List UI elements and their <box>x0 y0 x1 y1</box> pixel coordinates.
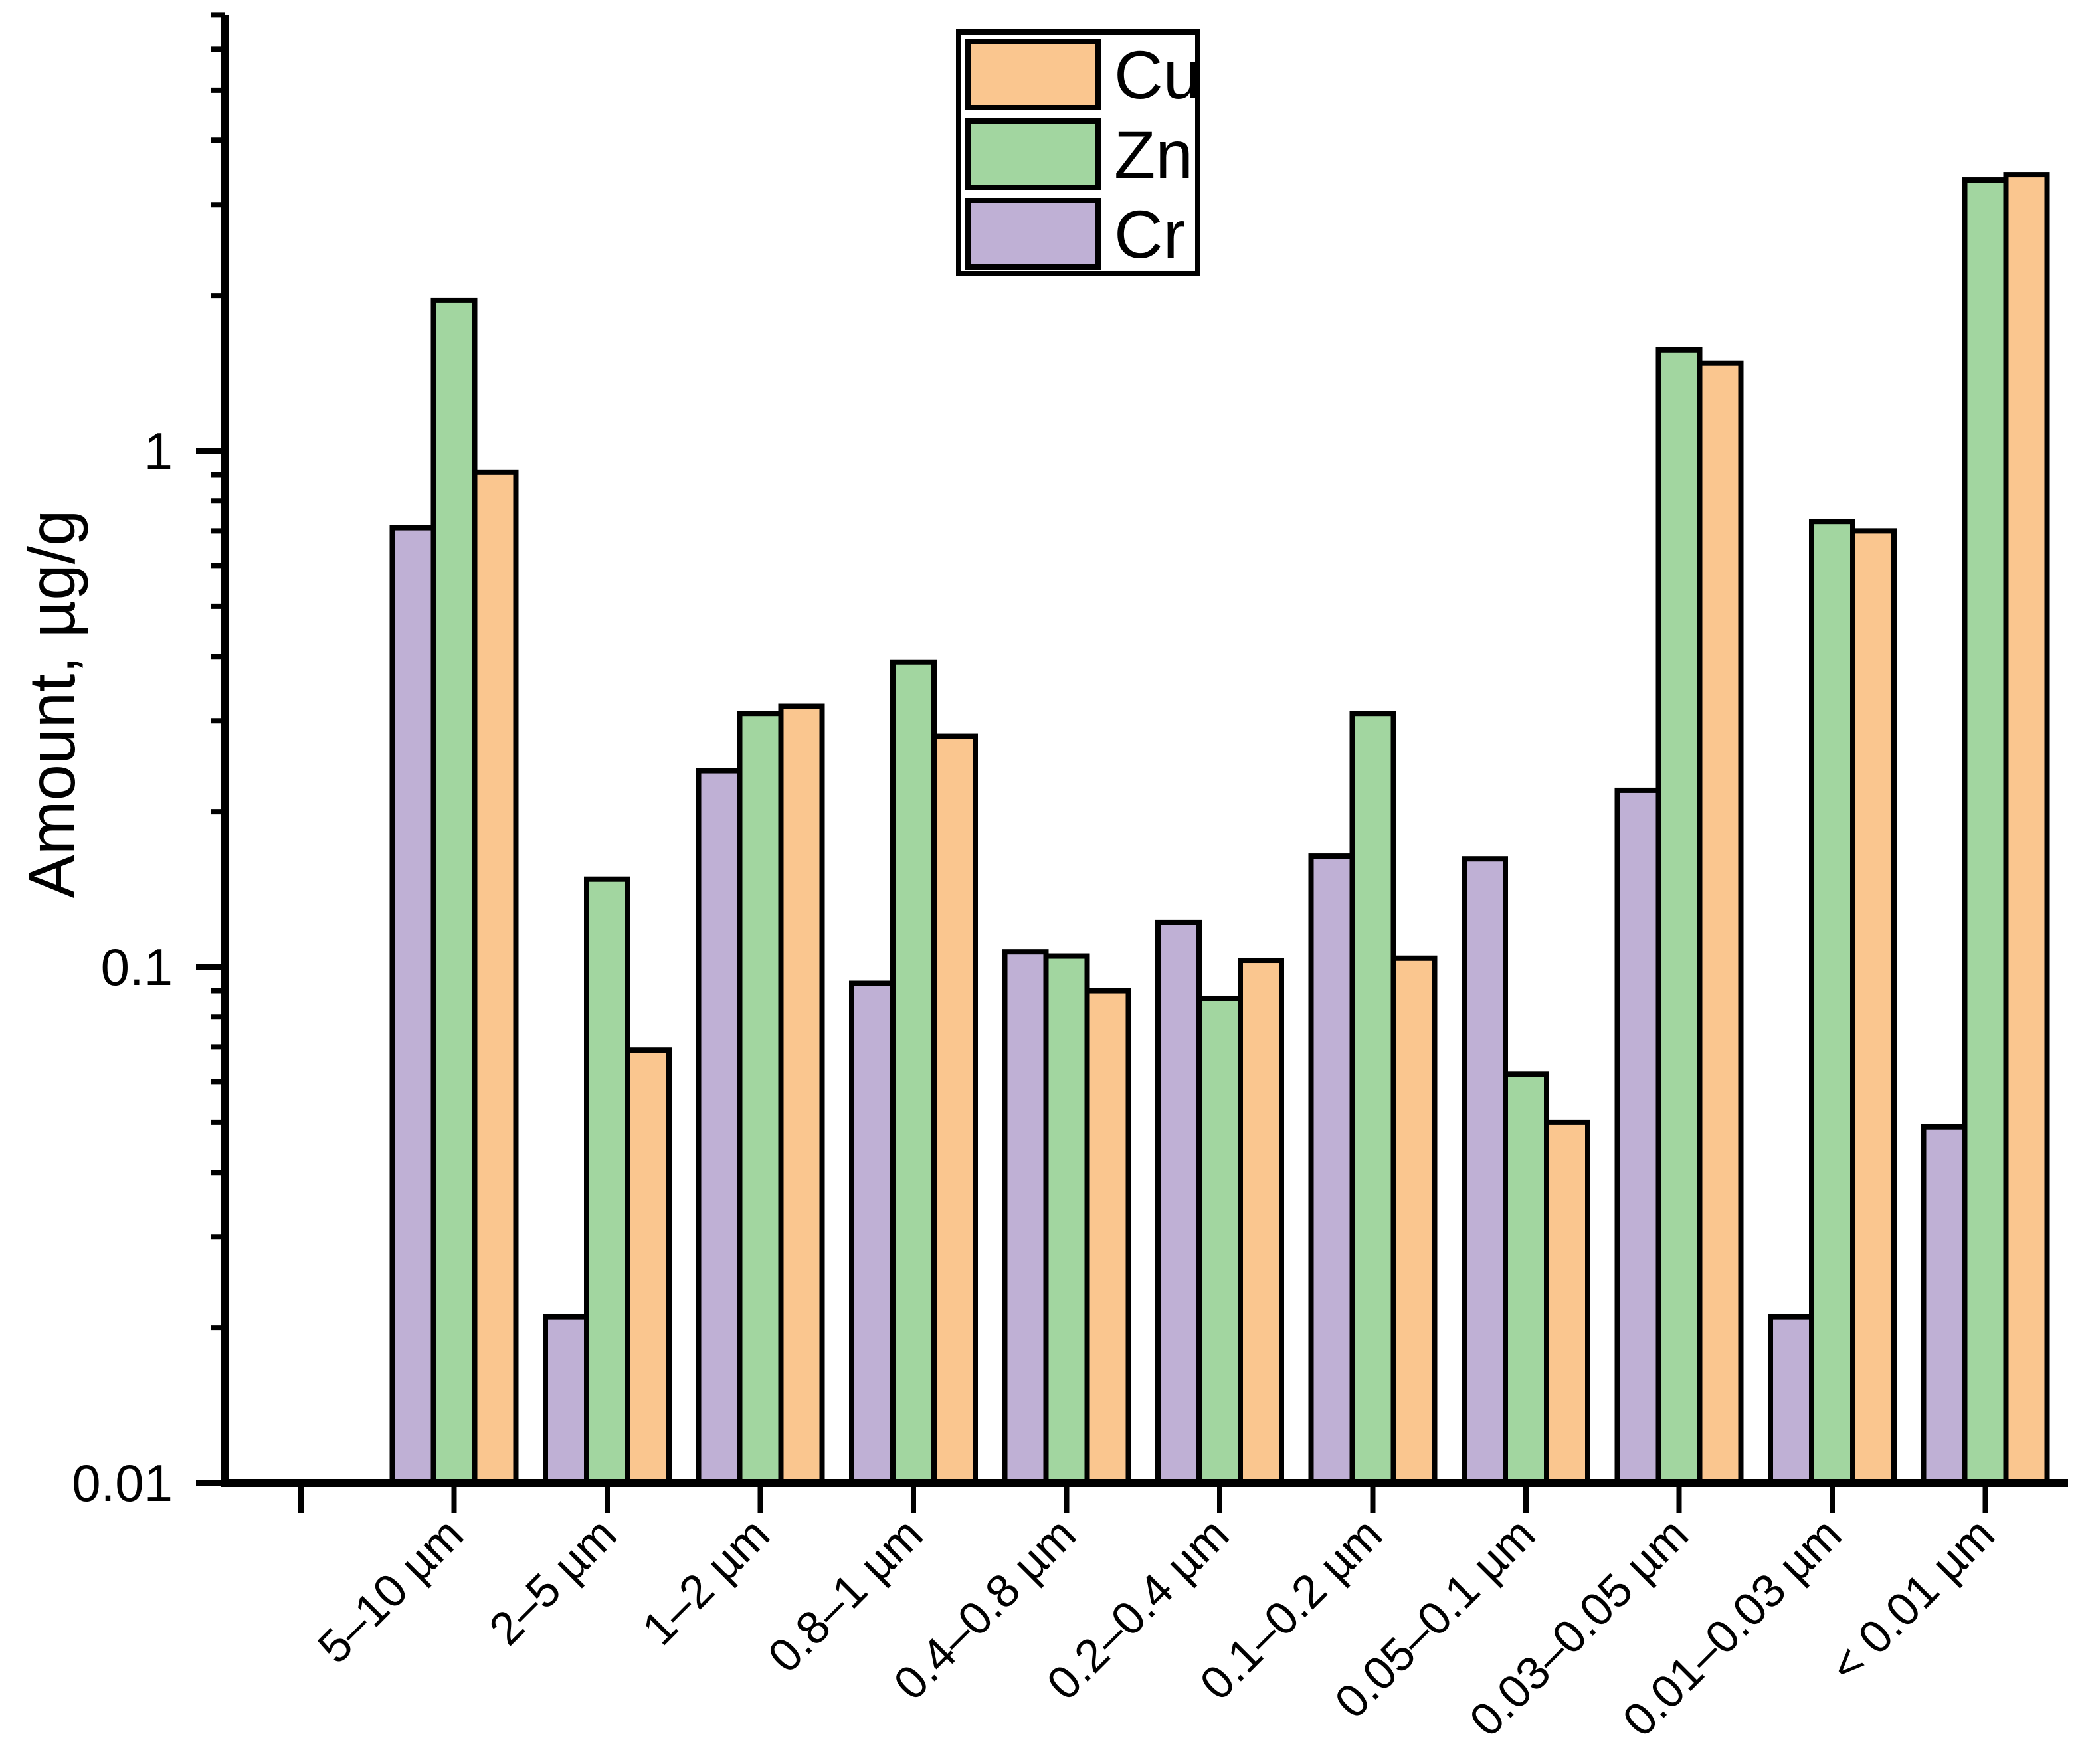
bar-cu-group-2 <box>778 703 825 1486</box>
bar-cr-group-5 <box>1155 919 1202 1486</box>
bar-cr-group-8 <box>1614 787 1661 1486</box>
bar-cu-group-8 <box>1697 360 1744 1486</box>
bar-cu-group-6 <box>1390 955 1438 1486</box>
bar-zn-group-9 <box>1809 519 1855 1486</box>
y-axis-title: Amount, µg/g <box>15 510 88 899</box>
legend-label-zn: Zn <box>1114 117 1193 193</box>
bar-cr-group-2 <box>696 768 743 1486</box>
bar-zn-group-8 <box>1655 347 1703 1486</box>
bar-zn-group-3 <box>890 659 937 1486</box>
bar-zn-group-6 <box>1349 711 1396 1486</box>
x-tick-label: 2–5 µm <box>479 1508 626 1654</box>
bar-zn-group-0 <box>430 297 478 1486</box>
x-tick-label: < 0.01 µm <box>1820 1508 2004 1692</box>
bar-cu-group-5 <box>1238 958 1284 1486</box>
bar-cu-group-3 <box>931 733 978 1486</box>
bar-cr-group-7 <box>1462 856 1508 1486</box>
y-tick-label: 0.01 <box>72 1454 173 1512</box>
bar-zn-group-1 <box>584 876 630 1486</box>
bar-zn-group-10 <box>1962 177 2009 1486</box>
bar-cu-group-0 <box>472 469 519 1486</box>
bar-cu-group-1 <box>625 1047 672 1486</box>
bar-cr-group-1 <box>543 1314 589 1486</box>
legend-label-cr: Cr <box>1114 197 1186 272</box>
y-tick-label: 1 <box>144 422 173 480</box>
bar-cr-group-9 <box>1768 1314 1814 1486</box>
bar-zn-group-7 <box>1503 1071 1549 1486</box>
bar-cr-group-0 <box>389 525 436 1486</box>
legend-swatch-cr <box>965 198 1101 270</box>
bar-cr-group-4 <box>1002 949 1049 1486</box>
y-tick-label: 0.1 <box>101 938 173 996</box>
bar-cr-group-6 <box>1308 853 1355 1486</box>
bar-cr-group-3 <box>849 980 896 1486</box>
legend-swatch-zn <box>965 118 1101 190</box>
bar-cr-group-10 <box>1921 1124 1968 1486</box>
bar-cu-group-10 <box>2003 172 2050 1486</box>
x-tick-label: 5–10 µm <box>308 1508 473 1673</box>
bar-zn-group-4 <box>1043 953 1090 1486</box>
bar-cu-group-4 <box>1084 988 1131 1486</box>
bar-cu-group-9 <box>1850 528 1897 1486</box>
x-tick-label: 1–2 µm <box>632 1508 779 1654</box>
bar-zn-group-5 <box>1196 995 1243 1486</box>
legend-label-cu: Cu <box>1114 37 1200 113</box>
bar-zn-group-2 <box>737 711 784 1486</box>
bar-cu-group-7 <box>1544 1119 1590 1486</box>
legend-swatch-cu <box>965 39 1101 110</box>
